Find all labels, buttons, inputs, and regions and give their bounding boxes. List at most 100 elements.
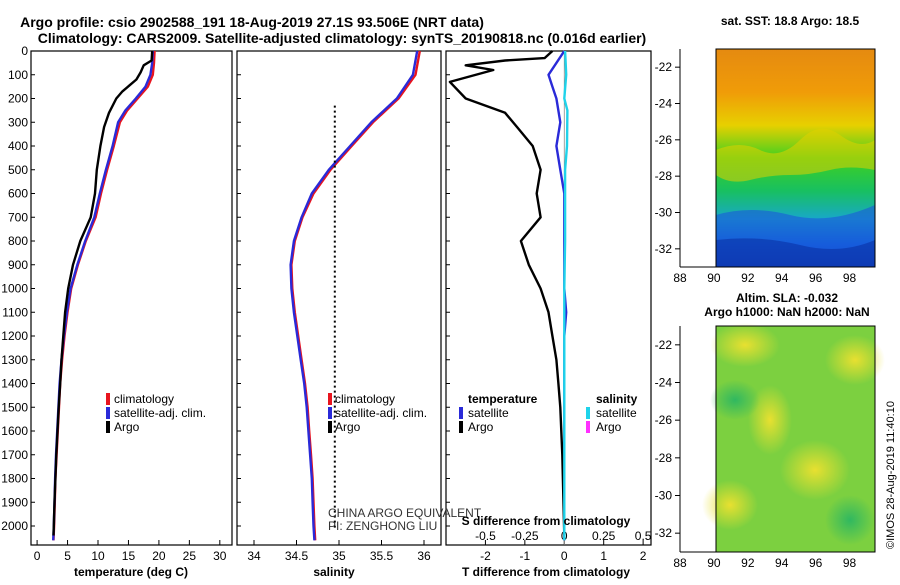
map-lat-tick-label: -24 <box>655 97 673 111</box>
legend-swatch-argo <box>328 421 332 433</box>
x-tick-label-secondary: -0.5 <box>475 529 496 543</box>
imos-watermark: ©IMOS 28-Aug-2019 11:40:10 <box>885 401 897 549</box>
sst-heatmap-panel <box>715 48 876 268</box>
legend-swatch-temp-satellite <box>459 407 463 419</box>
depth-tick-label: 1300 <box>1 353 28 367</box>
depth-tick-label: 400 <box>8 139 28 153</box>
map-lat-tick-label: -22 <box>655 60 673 74</box>
series-line-satellite-adj-clim- <box>289 50 419 541</box>
legend-label-argo: Argo <box>335 420 361 434</box>
depth-tick-label: 1000 <box>1 282 28 296</box>
temperature-legend: climatology satellite-adj. clim. Argo <box>106 392 206 434</box>
map-lon-tick-label: 88 <box>673 556 687 570</box>
map-lat-tick-label: -32 <box>655 526 673 540</box>
map-lon-tick-label: 92 <box>741 556 755 570</box>
legend-title-salinity: salinity <box>596 392 638 406</box>
x-tick-label: 5 <box>64 549 71 563</box>
map-lat-tick-label: -30 <box>655 206 673 220</box>
depth-tick-label: 100 <box>8 68 28 82</box>
depth-tick-label: 1400 <box>1 377 28 391</box>
sla-patch-1 <box>710 323 780 367</box>
legend-label-sal-satellite: satellite <box>596 406 637 420</box>
map-lat-tick-label: -24 <box>655 376 673 390</box>
legend-swatch-temp-argo <box>459 421 463 433</box>
x-tick-label: 36 <box>417 549 431 563</box>
legend-swatch-climatology <box>328 393 332 405</box>
x-tick-label: -2 <box>480 549 491 563</box>
difference-panel-frame <box>445 50 652 546</box>
legend-label-climatology: climatology <box>335 392 395 406</box>
salinity-panel-frame <box>236 50 442 546</box>
depth-tick-label: 1200 <box>1 329 28 343</box>
legend-label-climatology: climatology <box>114 392 174 406</box>
x-tick-label-secondary: 0.5 <box>635 529 652 543</box>
depth-tick-label: 900 <box>8 258 28 272</box>
map-lat-tick-label: -26 <box>655 413 673 427</box>
map-lon-tick-label: 96 <box>809 271 823 285</box>
legend-swatch-satellite <box>328 407 332 419</box>
sla-patch-6 <box>710 380 760 420</box>
map-lat-tick-label: -28 <box>655 169 673 183</box>
depth-tick-label: 800 <box>8 234 28 248</box>
difference-legend: temperature satellite Argo salinity sate… <box>459 392 638 434</box>
legend-swatch-satellite <box>106 407 110 419</box>
x-tick-label: 35 <box>332 549 346 563</box>
x-tick-label: 25 <box>183 549 197 563</box>
x-tick-label: 15 <box>122 549 136 563</box>
x-tick-label: 34.5 <box>285 549 309 563</box>
s-difference-xlabel: S difference from climatology <box>462 514 631 528</box>
depth-tick-label: 1600 <box>1 424 28 438</box>
x-tick-label: 0 <box>34 549 41 563</box>
x-tick-label: 2 <box>640 549 647 563</box>
depth-tick-label: 500 <box>8 163 28 177</box>
depth-tick-label: 700 <box>8 210 28 224</box>
map-lon-tick-label: 94 <box>775 556 789 570</box>
map-lon-tick-label: 94 <box>775 271 789 285</box>
depth-tick-label: 1700 <box>1 448 28 462</box>
sla-patch-4 <box>825 335 885 385</box>
temperature-panel-frame <box>30 50 233 546</box>
legend-label-sal-argo: Argo <box>596 420 622 434</box>
x-tick-label: 20 <box>152 549 166 563</box>
sla-heatmap-panel <box>702 323 885 553</box>
x-tick-label-secondary: 0.25 <box>592 529 616 543</box>
salinity-legend: climatology satellite-adj. clim. Argo <box>328 392 427 434</box>
temperature-xlabel: temperature (deg C) <box>74 565 188 579</box>
credit-line1: CHINA ARGO EQUIVALENT <box>328 506 482 520</box>
x-tick-label-secondary: -0.25 <box>511 529 539 543</box>
series-line-argo <box>52 50 154 536</box>
sst-frame <box>715 48 876 268</box>
x-tick-label: -1 <box>520 549 531 563</box>
map-lat-tick-label: -30 <box>655 489 673 503</box>
legend-label-satellite: satellite-adj. clim. <box>114 406 206 420</box>
credit-line2: PI: ZENGHONG LIU <box>328 519 437 533</box>
x-tick-label: 1 <box>600 549 607 563</box>
legend-label-temp-argo: Argo <box>468 420 494 434</box>
legend-swatch-climatology <box>106 393 110 405</box>
legend-swatch-argo <box>106 421 110 433</box>
legend-label-satellite: satellite-adj. clim. <box>335 406 427 420</box>
map-lon-tick-label: 96 <box>809 556 823 570</box>
sla-patch-3 <box>780 440 850 500</box>
salinity-xlabel: salinity <box>313 565 355 579</box>
depth-tick-label: 1800 <box>1 472 28 486</box>
legend-label-temp-satellite: satellite <box>468 406 509 420</box>
map-lat-tick-label: -28 <box>655 451 673 465</box>
series-line-salinity-satellite <box>563 50 569 541</box>
t-difference-xlabel: T difference from climatology <box>462 565 630 579</box>
sla-patch-7 <box>825 495 875 545</box>
sst-warm-band <box>716 128 875 182</box>
map-lon-tick-label: 90 <box>707 556 721 570</box>
x-tick-label: 10 <box>91 549 105 563</box>
legend-title-temperature: temperature <box>468 392 538 406</box>
map-lat-tick-label: -22 <box>655 338 673 352</box>
map-lon-tick-label: 98 <box>843 556 857 570</box>
sst-title: sat. SST: 18.8 Argo: 18.5 <box>721 14 860 28</box>
x-tick-label: 34 <box>247 549 261 563</box>
legend-swatch-sal-satellite <box>586 407 590 419</box>
sla-title: Altim. SLA: -0.032 <box>736 291 838 305</box>
depth-tick-label: 0 <box>21 44 28 58</box>
depth-tick-label: 600 <box>8 187 28 201</box>
